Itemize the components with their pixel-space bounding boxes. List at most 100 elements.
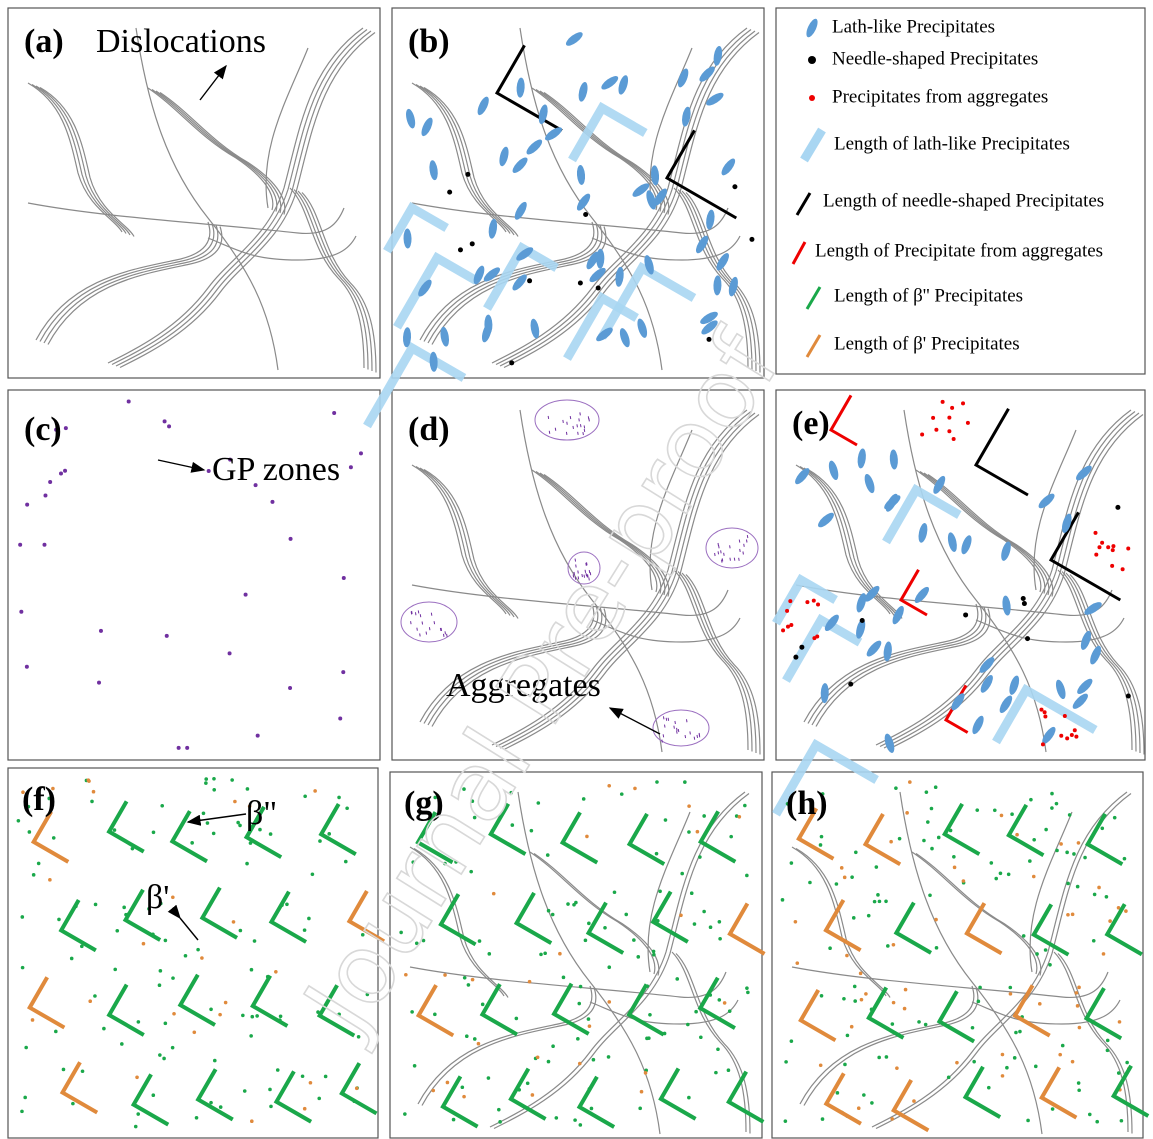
precipitate: [1076, 885, 1080, 889]
precipitate: [196, 948, 200, 952]
precipitate: [171, 896, 175, 900]
precipitate: [624, 913, 628, 917]
legend-label: Precipitates from aggregates: [832, 86, 1048, 107]
precipitate: [859, 972, 863, 976]
precipitate: [279, 1014, 283, 1018]
precipitate: [930, 807, 934, 811]
precipitate: [1088, 1113, 1092, 1117]
precipitate: [1077, 841, 1081, 845]
precipitate: [875, 865, 879, 869]
precipitate: [18, 543, 22, 547]
precipitate: [935, 946, 939, 950]
precipitate: [1118, 1020, 1122, 1024]
precipitate: [209, 1007, 213, 1011]
aggregate-particle: [411, 611, 412, 614]
aggregate-particle: [447, 634, 448, 637]
precipitate: [531, 1093, 535, 1097]
precipitate: [530, 829, 534, 833]
precipitate: [102, 1027, 106, 1031]
precipitate: [1065, 851, 1069, 855]
precipitate: [465, 172, 470, 177]
aggregate-particle: [694, 737, 695, 740]
precipitate: [566, 902, 570, 906]
aggregate-precipitate: [781, 628, 785, 632]
aggregate-particle: [570, 416, 571, 419]
aggregate-precipitate: [961, 401, 965, 405]
precipitate: [269, 832, 273, 836]
precipitate: [687, 1096, 691, 1100]
precipitate: [337, 796, 341, 800]
precipitate: [539, 953, 543, 957]
precipitate: [835, 882, 839, 886]
precipitate: [94, 903, 98, 907]
precipitate: [192, 1030, 196, 1034]
aggregate-particle: [677, 731, 678, 734]
precipitate: [743, 804, 747, 808]
precipitate: [62, 1068, 66, 1072]
precipitate: [795, 961, 799, 965]
aggregate-precipitate: [1043, 715, 1047, 719]
precipitate: [309, 1081, 313, 1085]
aggregate-particle: [411, 621, 412, 624]
precipitate: [876, 893, 880, 897]
precipitate: [576, 1037, 580, 1041]
precipitate: [268, 1088, 272, 1092]
precipitate: [213, 1059, 217, 1063]
precipitate: [463, 976, 467, 980]
precipitate: [870, 1101, 874, 1105]
precipitate: [527, 278, 532, 283]
precipitate: [1078, 1026, 1082, 1030]
precipitate: [137, 1020, 141, 1024]
aggregate-precipitate: [947, 416, 951, 420]
precipitate: [1072, 852, 1076, 856]
aggregate-precipitate: [788, 599, 792, 603]
aggregate-precipitate: [1074, 735, 1078, 739]
aggregate-particle: [418, 610, 419, 613]
precipitate: [433, 1013, 437, 1017]
precipitate: [37, 862, 41, 866]
precipitate: [585, 835, 589, 839]
precipitate: [135, 1075, 139, 1079]
precipitate: [224, 1001, 228, 1005]
precipitate: [1115, 505, 1120, 510]
precipitate: [1029, 798, 1033, 802]
precipitate: [233, 800, 237, 804]
precipitate: [443, 973, 447, 977]
precipitate: [1022, 601, 1027, 606]
precipitate: [1000, 814, 1004, 818]
precipitate: [1007, 872, 1011, 876]
precipitate: [1077, 1088, 1081, 1092]
precipitate: [819, 1064, 823, 1068]
precipitate: [341, 670, 345, 674]
precipitate: [88, 999, 92, 1003]
precipitate: [808, 881, 812, 885]
aggregate-particle: [722, 560, 723, 563]
precipitate: [558, 952, 562, 956]
precipitate: [794, 920, 798, 924]
precipitate: [1044, 828, 1048, 832]
aggregate-particle: [719, 545, 720, 548]
precipitate: [250, 968, 254, 972]
precipitate: [925, 790, 929, 794]
legend-label: Length of β'' Precipitates: [834, 285, 1023, 306]
precipitate: [636, 955, 640, 959]
precipitate: [652, 953, 656, 957]
precipitate: [860, 618, 865, 623]
precipitate: [857, 1106, 861, 1110]
precipitate: [497, 1108, 501, 1112]
aggregate-particle: [697, 735, 698, 738]
precipitate: [723, 1001, 727, 1005]
precipitate: [889, 840, 893, 844]
aggregate-precipitate: [789, 623, 793, 627]
precipitate: [842, 997, 846, 1001]
aggregate-precipitate: [1063, 714, 1067, 718]
aggregate-particle: [420, 633, 421, 636]
precipitate: [303, 1107, 307, 1111]
precipitate: [696, 830, 700, 834]
precipitate: [903, 1007, 907, 1011]
aggregate-particle: [566, 432, 567, 435]
precipitate: [509, 360, 514, 365]
precipitate: [190, 841, 194, 845]
precipitate: [587, 1017, 591, 1021]
precipitate: [890, 1117, 894, 1121]
